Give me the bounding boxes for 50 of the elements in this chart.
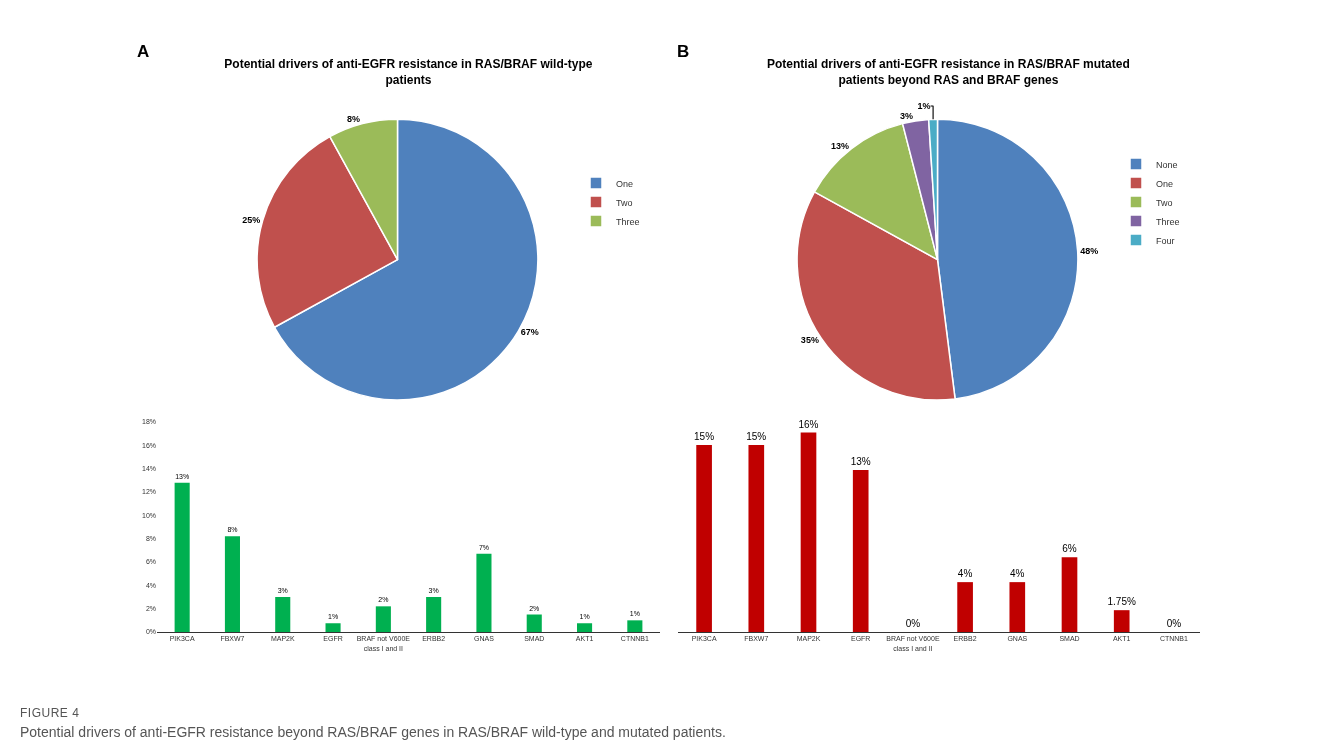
legend-label: Two: [1156, 197, 1173, 208]
data-label: 1%: [917, 101, 931, 112]
legend-label: Three: [616, 216, 640, 227]
data-label: 13%: [830, 140, 849, 151]
bar: [224, 536, 240, 632]
data-label: 0%: [1166, 618, 1182, 629]
chart-title: Potential drivers of anti-EGFR resistance in RAS/BRAF wild-type patients: [224, 57, 593, 87]
bar: [476, 553, 492, 632]
data-label: 25%: [242, 215, 261, 226]
data-label: 4%: [957, 568, 973, 580]
chart-title: Potential drivers of anti-EGFR resistance in RAS/BRAF mutated patients beyond RAS and BRAF genes: [767, 57, 1130, 87]
data-label: 16%: [798, 418, 819, 430]
legend-label: Four: [1156, 235, 1175, 246]
bar: [1061, 557, 1078, 632]
data-label: 3%: [900, 111, 914, 122]
bar: [800, 432, 817, 632]
legend-label: None: [1156, 159, 1178, 170]
text: A: [137, 42, 150, 61]
data-label: 8%: [347, 113, 361, 124]
bar: [748, 444, 765, 632]
bar: [627, 620, 643, 632]
legend-label: Two: [616, 197, 633, 208]
bar: [852, 469, 869, 632]
legend-label: One: [616, 178, 634, 189]
bar: [696, 444, 712, 632]
bar: [526, 614, 542, 632]
legend-label: Three: [1156, 216, 1180, 227]
data-label: 0%: [905, 618, 921, 629]
legend-label: One: [1156, 178, 1174, 189]
data-label: 4%: [1010, 568, 1025, 580]
bar: [325, 623, 341, 632]
bar: [375, 606, 391, 632]
bar: [275, 597, 291, 632]
text: B: [677, 42, 690, 61]
data-label: 35%: [800, 335, 819, 346]
data-label: 13%: [850, 455, 871, 467]
bar: [1113, 610, 1130, 632]
data-label: 6%: [1062, 543, 1077, 555]
data-label: 67%: [520, 327, 539, 338]
data-label: 15%: [746, 430, 767, 442]
data-label: 48%: [1080, 245, 1099, 256]
text: Potential drivers of anti-EGFR resistance beyond RAS/BRAF genes in RAS/BRAF wild-type and mutated patients.: [20, 724, 727, 740]
bar: [577, 623, 593, 632]
bar: [1009, 582, 1026, 632]
bar: [957, 582, 973, 632]
data-label: 1.75%: [1107, 596, 1136, 608]
bar: [174, 482, 190, 632]
bar: [426, 597, 442, 632]
data-label: 15%: [694, 430, 715, 442]
caption: FIGURE 4: [20, 706, 81, 720]
